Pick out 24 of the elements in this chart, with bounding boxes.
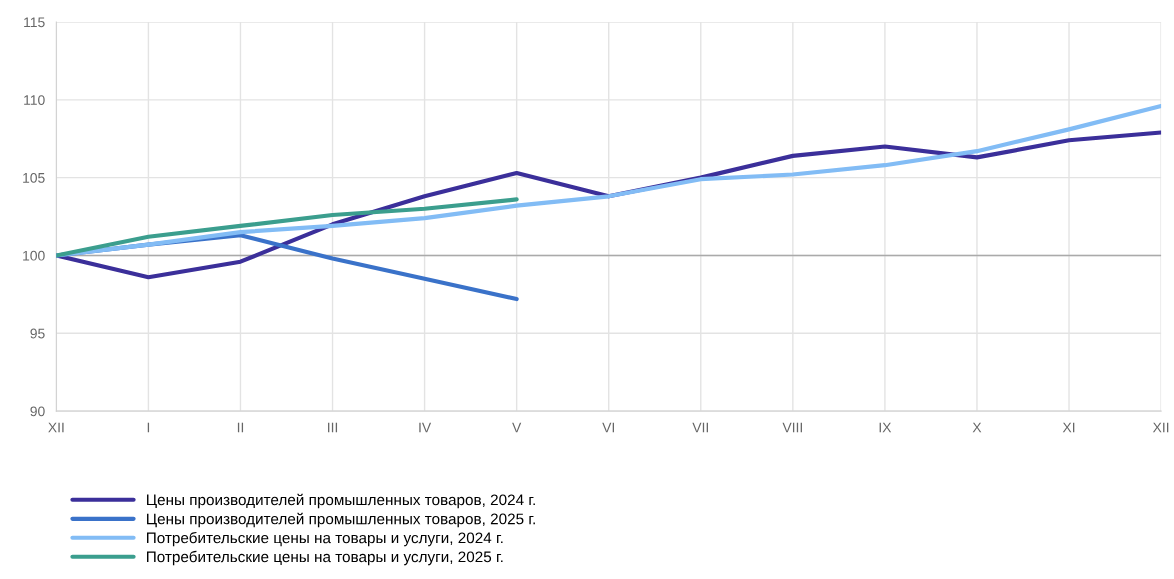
x-tick-label: XII xyxy=(48,422,64,433)
y-tick-label: 110 xyxy=(24,95,45,105)
y-tick-label: 105 xyxy=(23,172,45,183)
x-tick-label: VI xyxy=(602,422,614,433)
line-series xyxy=(56,197,519,258)
x-tick-label: VII xyxy=(692,422,708,433)
x-tick-label: VIII xyxy=(782,422,802,433)
x-tick-label: V xyxy=(512,422,522,433)
y-tick-label: 100 xyxy=(23,250,45,261)
legend-label: Потребительские цены на товары и услуги, 2025 г. xyxy=(147,550,503,566)
x-tick-label: XI xyxy=(1062,422,1075,433)
x-tick-label: II xyxy=(237,422,244,433)
x-tick-label: IV xyxy=(419,422,432,433)
x-tick-label: X xyxy=(972,422,982,433)
x-tick-label: XII xyxy=(1152,422,1169,433)
legend-label: Потребительские цены на товары и услуги, 2024 г. xyxy=(147,531,503,547)
y-tick-label: 95 xyxy=(30,328,45,339)
legend-label: Цены производителей промышленных товаров, 2025 г. xyxy=(147,512,535,528)
x-tick-label: I xyxy=(147,422,150,433)
legend-label: Цены производителей промышленных товаров, 2024 г. xyxy=(147,493,535,509)
x-tick-label: IX xyxy=(879,422,892,433)
y-tick-label: 115 xyxy=(24,17,45,28)
x-tick-label: III xyxy=(328,422,338,433)
y-tick-label: 90 xyxy=(30,406,45,417)
